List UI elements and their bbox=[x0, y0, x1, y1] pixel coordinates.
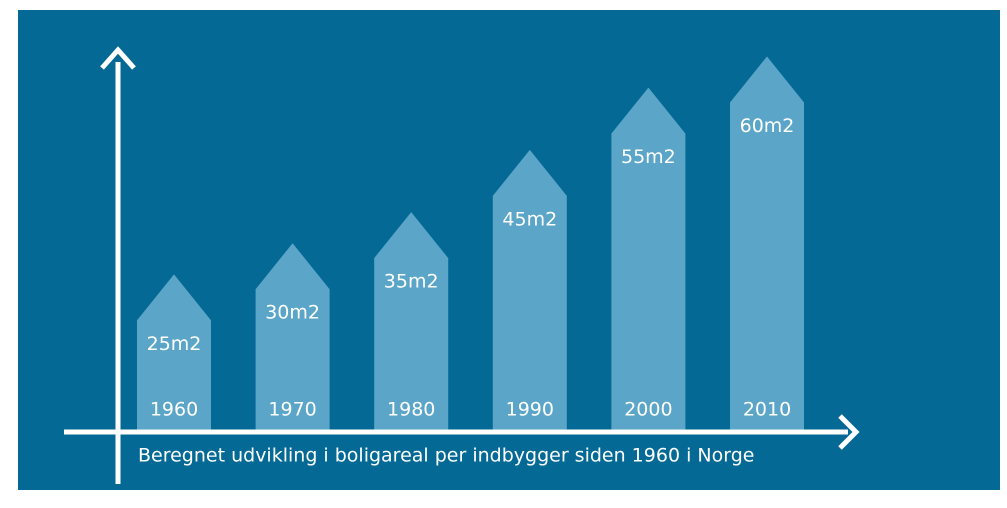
house-bar bbox=[611, 87, 686, 431]
value-label: 25m2 bbox=[147, 333, 202, 355]
x-tick-label: 1980 bbox=[387, 399, 435, 421]
value-label: 55m2 bbox=[621, 146, 676, 168]
house-bar bbox=[374, 212, 449, 430]
x-tick-label: 1960 bbox=[150, 399, 198, 421]
house-bar bbox=[137, 274, 211, 430]
axes bbox=[64, 46, 860, 484]
x-tick-label: 2000 bbox=[624, 399, 672, 421]
value-label: 35m2 bbox=[384, 271, 439, 293]
house-bar bbox=[492, 149, 567, 430]
y-arrow bbox=[100, 46, 136, 70]
value-label: 30m2 bbox=[265, 302, 320, 324]
value-label: 45m2 bbox=[502, 208, 557, 230]
x-tick-label: 1970 bbox=[268, 399, 316, 421]
house-bar bbox=[255, 243, 330, 430]
value-label: 60m2 bbox=[740, 115, 795, 137]
x-arrow bbox=[838, 414, 860, 450]
x-tick-label: 1990 bbox=[506, 399, 554, 421]
chart-title: Beregnet udvikling i boligareal per indb… bbox=[138, 445, 754, 467]
x-tick-label: 2010 bbox=[743, 399, 791, 421]
house-bar bbox=[730, 56, 804, 431]
